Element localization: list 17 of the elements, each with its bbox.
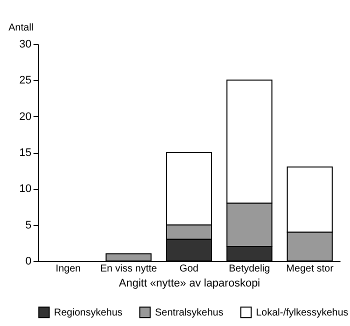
x-tick-label: Ingen [56, 264, 81, 274]
x-tick-label: Betydelig [228, 264, 270, 274]
y-tick-label: 10 [19, 183, 32, 196]
y-tick-label: 20 [19, 110, 32, 123]
y-tick-label: 25 [19, 74, 32, 87]
y-tick-label: 15 [19, 147, 32, 159]
y-tick-label: 0 [25, 256, 32, 268]
y-tick-label: 5 [25, 219, 32, 232]
legend-label: Lokal-/fylkessykehus [256, 307, 348, 318]
y-tick-label: 30 [19, 38, 32, 50]
x-tick-label: En viss nytte [100, 264, 158, 274]
x-tick-label: God [180, 264, 198, 274]
x-axis-title: Angitt «nytte» av laparoskopi [118, 278, 260, 290]
x-tick-label: Meget stor [286, 264, 334, 274]
y-axis-title: Antall [8, 22, 34, 34]
legend-label: Regionsykehus [54, 307, 122, 318]
legend-label: Sentralsykehus [155, 307, 224, 318]
